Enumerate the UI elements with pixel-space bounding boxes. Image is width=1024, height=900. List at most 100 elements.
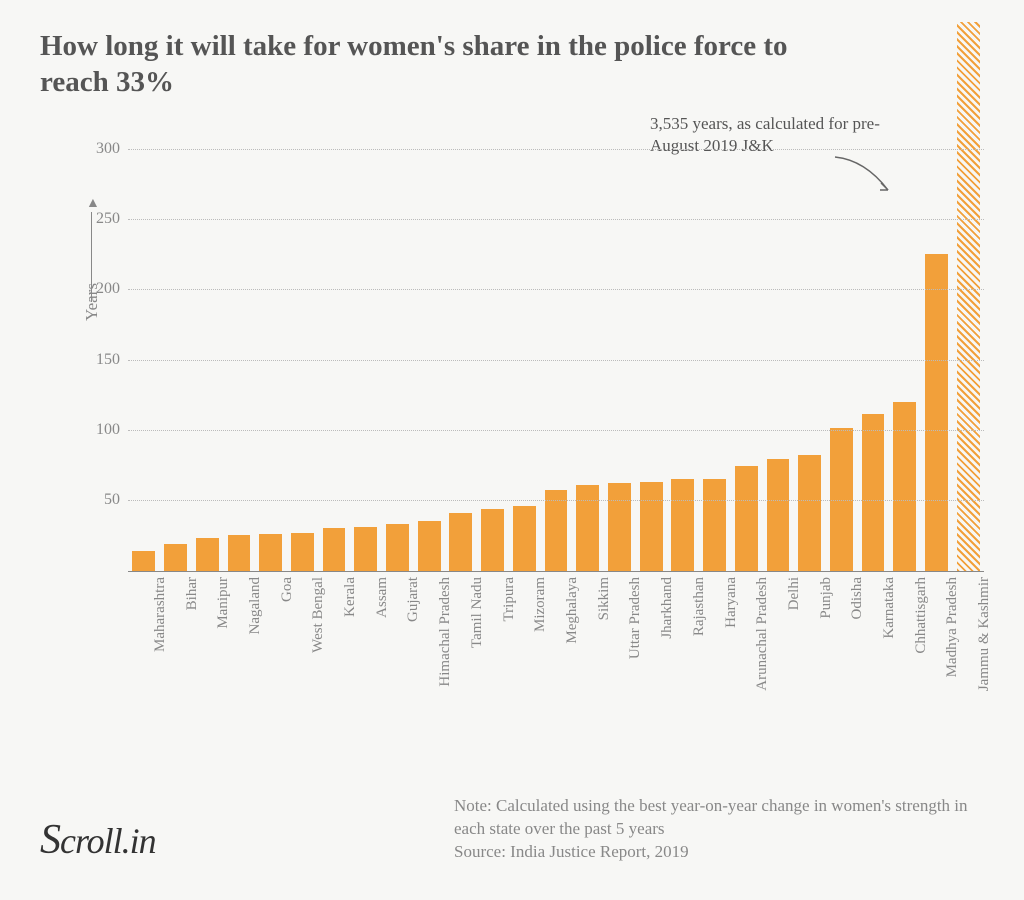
note-line-1: Note: Calculated using the best year-on-… [454, 795, 984, 841]
note-line-2: Source: India Justice Report, 2019 [454, 841, 984, 864]
y-tick-label: 250 [90, 210, 120, 228]
bar-slot [857, 121, 889, 571]
x-label: Odisha [849, 577, 866, 620]
bar-slot [889, 121, 921, 571]
x-label: Chhattisgarh [913, 577, 930, 654]
bar [893, 402, 916, 571]
y-tick-label: 150 [90, 351, 120, 369]
grid-line [128, 430, 984, 431]
bar [703, 479, 726, 570]
x-label: Bihar [184, 577, 201, 610]
x-label: Tripura [501, 577, 518, 621]
bar [862, 414, 885, 570]
x-label: Nagaland [247, 577, 264, 634]
bar-slot [508, 121, 540, 571]
bar-slot [730, 121, 762, 571]
bar-slot [128, 121, 160, 571]
bar [576, 485, 599, 571]
bar-slot [445, 121, 477, 571]
bar-slot [191, 121, 223, 571]
bar [354, 527, 377, 571]
x-label: Kerala [342, 577, 359, 617]
scroll-logo: Scroll.in [40, 816, 156, 864]
x-label: Jammu & Kashmir [976, 577, 993, 691]
bar [132, 551, 155, 571]
x-label: Madhya Pradesh [944, 577, 961, 677]
bar [164, 544, 187, 571]
footer-note: Note: Calculated using the best year-on-… [454, 795, 984, 864]
bar-slot [825, 121, 857, 571]
bar [481, 509, 504, 571]
x-label: Delhi [786, 577, 803, 610]
bar [798, 455, 821, 570]
bar [767, 459, 790, 570]
x-label: Arunachal Pradesh [754, 577, 771, 691]
bar [735, 466, 758, 570]
bar-slot [287, 121, 319, 571]
bar [925, 254, 948, 570]
bar-slot [572, 121, 604, 571]
x-label: Maharashtra [152, 577, 169, 652]
bar [196, 538, 219, 570]
bar-slot [952, 121, 984, 571]
bar [291, 533, 314, 571]
grid-line [128, 149, 984, 150]
y-tick-label: 300 [90, 140, 120, 158]
x-label: Assam [374, 577, 391, 618]
x-label: Karnataka [881, 577, 898, 639]
bar [608, 483, 631, 570]
x-label: Punjab [818, 577, 835, 619]
chart-area: Years ▲ 50100150200250300 MaharashtraBih… [90, 121, 984, 761]
bar [449, 513, 472, 571]
bar-slot [477, 121, 509, 571]
x-label: Himachal Pradesh [437, 577, 454, 687]
bar-slot [921, 121, 953, 571]
bar-slot [540, 121, 572, 571]
chart-title: How long it will take for women's share … [40, 28, 820, 101]
bar-slot [382, 121, 414, 571]
bar [418, 521, 441, 570]
bar-slot [350, 121, 382, 571]
x-label: Goa [279, 577, 296, 602]
bars-group [128, 121, 984, 571]
x-label: Manipur [215, 577, 232, 629]
grid-line [128, 360, 984, 361]
bar-slot [160, 121, 192, 571]
y-axis-label-group: Years [82, 321, 120, 341]
bar-slot [794, 121, 826, 571]
y-tick-label: 100 [90, 421, 120, 439]
y-tick-label: 200 [90, 280, 120, 298]
x-label: Uttar Pradesh [627, 577, 644, 659]
grid-line [128, 289, 984, 290]
bar-slot [635, 121, 667, 571]
x-label: West Bengal [310, 577, 327, 653]
infographic-container: How long it will take for women's share … [0, 0, 1024, 900]
bar-slot [762, 121, 794, 571]
footer: Scroll.in Note: Calculated using the bes… [40, 795, 984, 864]
bar [545, 490, 568, 570]
grid-line [128, 219, 984, 220]
bar-slot [318, 121, 350, 571]
x-label: Rajasthan [691, 577, 708, 636]
bar [640, 482, 663, 571]
bar [323, 528, 346, 570]
bar [386, 524, 409, 570]
bar [228, 535, 251, 570]
bar-slot [699, 121, 731, 571]
x-label: Meghalaya [564, 577, 581, 644]
bar-slot [667, 121, 699, 571]
plot-area: 50100150200250300 [128, 121, 984, 571]
bar [513, 506, 536, 571]
x-label: Haryana [723, 577, 740, 628]
grid-line [128, 500, 984, 501]
x-label: Tamil Nadu [469, 577, 486, 648]
bar-slot [255, 121, 287, 571]
x-label: Jharkhand [659, 577, 676, 639]
bar-slot [604, 121, 636, 571]
y-tick-label: 50 [90, 491, 120, 509]
x-label: Mizoram [532, 577, 549, 632]
bar-slot [223, 121, 255, 571]
bar [957, 22, 980, 571]
x-label: Sikkim [596, 577, 613, 620]
bar [671, 479, 694, 570]
